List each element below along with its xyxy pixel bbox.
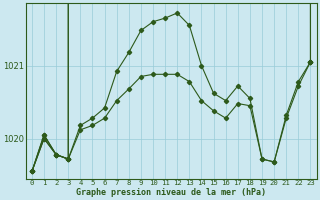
X-axis label: Graphe pression niveau de la mer (hPa): Graphe pression niveau de la mer (hPa) bbox=[76, 188, 266, 197]
